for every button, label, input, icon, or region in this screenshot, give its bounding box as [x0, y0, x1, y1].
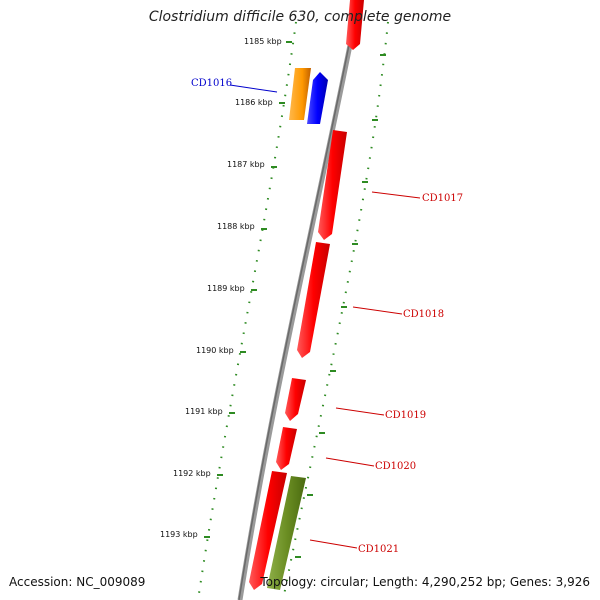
- tick-label: 1192 kbp: [173, 469, 211, 478]
- genome-backbone: [237, 0, 362, 600]
- tick-label: 1187 kbp: [227, 160, 265, 169]
- leader-line: [335, 407, 385, 416]
- map-title: Clostridium difficile 630, complete geno…: [148, 9, 452, 25]
- topology-text: Topology: circular; Length: 4,290,252 bp…: [260, 575, 590, 589]
- gene-labels: CD1016 CD1017 CD1018 CD1019 CD1020 CD102…: [191, 78, 463, 555]
- leader-line: [229, 84, 278, 93]
- leader-line: [371, 191, 421, 199]
- gene-arrow-red[interactable]: [318, 130, 347, 240]
- tick-label: 1186 kbp: [235, 98, 273, 107]
- accession-text: Accession: NC_009089: [9, 575, 146, 589]
- scale-dotted-ring: [197, 21, 297, 600]
- gene-arrow-red[interactable]: [276, 427, 297, 470]
- gene-arrow-olive[interactable]: [267, 476, 306, 590]
- gene-arrow-blue[interactable]: [307, 72, 328, 124]
- gene-label-cd1018[interactable]: CD1018: [403, 309, 444, 320]
- gene-arrow-red[interactable]: [297, 242, 330, 358]
- gene-label-cd1020[interactable]: CD1020: [375, 461, 416, 472]
- gene-label-cd1016[interactable]: CD1016: [191, 78, 232, 89]
- leader-line: [352, 306, 403, 315]
- genes: [249, 0, 364, 590]
- tick-label: 1190 kbp: [196, 346, 234, 355]
- gene-arrow-orange[interactable]: [289, 68, 311, 120]
- tick-label: 1189 kbp: [207, 284, 245, 293]
- gene-label-cd1021[interactable]: CD1021: [358, 544, 399, 555]
- outer-ring-ticks: [295, 54, 386, 558]
- tick-label: 1191 kbp: [185, 407, 223, 416]
- leader-line: [325, 457, 375, 467]
- genome-backbone-shade: [238, 0, 359, 600]
- gene-label-cd1019[interactable]: CD1019: [385, 410, 426, 421]
- label-leaders: [229, 84, 421, 549]
- tick-label: 1185 kbp: [244, 37, 282, 46]
- scale-ticks: 1185 kbp 1186 kbp 1187 kbp 1188 kbp 1189…: [160, 37, 292, 539]
- gene-arrow-red[interactable]: [249, 471, 287, 590]
- tick-label: 1193 kbp: [160, 530, 198, 539]
- gene-label-cd1017[interactable]: CD1017: [422, 193, 463, 204]
- gene-arrow-red[interactable]: [346, 0, 364, 50]
- tick-label: 1188 kbp: [217, 222, 255, 231]
- gene-arrow-red[interactable]: [285, 378, 306, 421]
- leader-line: [309, 539, 358, 549]
